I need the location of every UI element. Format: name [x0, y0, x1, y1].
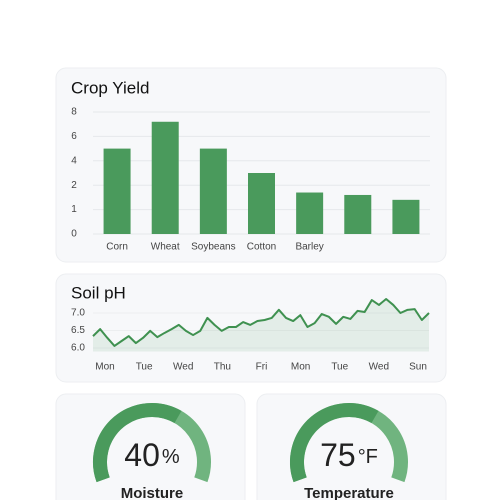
x-tick-label: Tue	[136, 362, 153, 373]
x-tick-label: Cotton	[247, 242, 276, 253]
x-tick-label: Soybeans	[191, 242, 235, 253]
x-tick-label: Sun	[409, 362, 427, 373]
bar	[248, 173, 275, 234]
y-tick-label: 7.0	[71, 308, 85, 319]
gauge-number: 40	[124, 437, 160, 473]
x-tick-label: Thu	[214, 362, 231, 373]
y-tick-label: 4	[71, 155, 77, 166]
bar	[151, 121, 179, 234]
x-tick-label: Barley	[295, 242, 323, 253]
x-tick-label: Wed	[173, 362, 193, 373]
gauge-unit: °F	[358, 446, 378, 468]
gauge-value: 75 °F	[320, 437, 378, 473]
x-tick-label: Corn	[106, 242, 128, 253]
x-tick-label: Tue	[331, 362, 348, 373]
x-tick-label: Mon	[291, 362, 310, 373]
area	[93, 299, 429, 352]
chart-title: Soil pH	[71, 283, 126, 302]
gauge-label: Moisture	[121, 485, 184, 500]
gauge-number: 75	[320, 437, 356, 473]
x-tick-label: Wed	[369, 362, 389, 373]
gauge-value: 40%	[124, 437, 180, 473]
y-tick-label: 6.5	[71, 325, 85, 336]
card	[55, 273, 447, 383]
bar	[392, 199, 420, 234]
bar	[103, 148, 131, 234]
y-tick-label: 8	[71, 107, 77, 118]
y-tick-label: 2	[71, 180, 77, 191]
chart-title: Crop Yield	[71, 78, 149, 97]
x-tick-label: Mon	[95, 362, 114, 373]
gauge-arc	[290, 403, 379, 483]
y-tick-label: 1	[71, 204, 77, 215]
gauge-unit: %	[162, 446, 180, 468]
line	[92, 298, 430, 347]
bar	[199, 148, 227, 234]
y-tick-label: 6	[71, 131, 77, 142]
bar	[344, 194, 372, 234]
x-tick-label: Wheat	[151, 242, 180, 253]
x-tick-label: Fri	[256, 362, 268, 373]
y-tick-label: 6.0	[71, 343, 85, 354]
bar	[296, 192, 324, 234]
y-tick-label: 0	[71, 229, 77, 240]
gauge-label: Temperature	[304, 485, 394, 500]
gauge-arc	[93, 403, 182, 483]
